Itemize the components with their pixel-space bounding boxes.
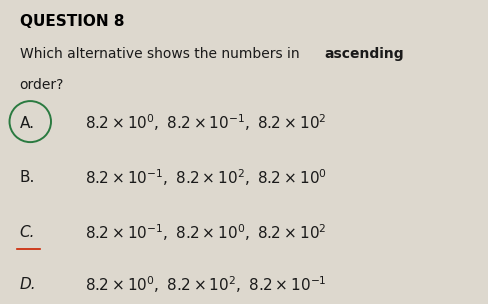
Text: order?: order? [20,78,64,92]
Text: A.: A. [20,116,35,131]
Text: $8.2\times10^{0},\ 8.2\times10^{2},\ 8.2\times10^{-1}$: $8.2\times10^{0},\ 8.2\times10^{2},\ 8.2… [85,274,327,295]
Text: D.: D. [20,277,36,292]
Text: $8.2\times10^{-1},\ 8.2\times10^{2},\ 8.2\times10^{0}$: $8.2\times10^{-1},\ 8.2\times10^{2},\ 8.… [85,168,327,188]
Text: B.: B. [20,170,35,185]
Text: QUESTION 8: QUESTION 8 [20,14,124,29]
Text: C.: C. [20,225,35,240]
Text: $8.2\times10^{0},\ 8.2\times10^{-1},\ 8.2\times10^{2}$: $8.2\times10^{0},\ 8.2\times10^{-1},\ 8.… [85,113,327,133]
Text: Which alternative shows the numbers in: Which alternative shows the numbers in [20,47,304,61]
Text: $8.2\times10^{-1},\ 8.2\times10^{0},\ 8.2\times10^{2}$: $8.2\times10^{-1},\ 8.2\times10^{0},\ 8.… [85,222,327,243]
Text: ascending: ascending [325,47,404,61]
